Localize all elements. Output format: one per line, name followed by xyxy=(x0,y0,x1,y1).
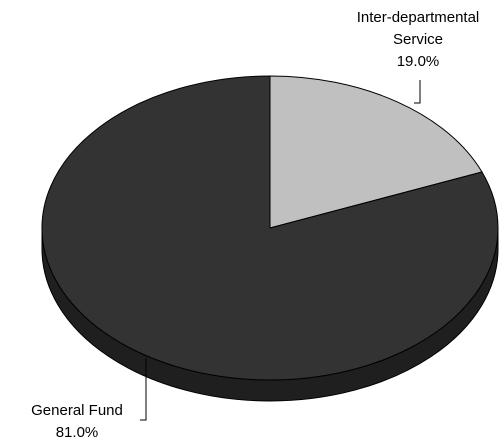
slice-labels-layer: Inter-departmental Service 19.0% General Fu… xyxy=(31,9,479,441)
leader-lines-layer xyxy=(140,80,421,421)
leader-line-0 xyxy=(414,80,421,104)
slice-label-0-line-1: Service xyxy=(393,31,443,48)
pie-slice-1 xyxy=(41,75,499,381)
pie-slices-layer xyxy=(41,75,499,381)
slice-value-label-1: 81.0% xyxy=(56,424,99,441)
pie-slice-0 xyxy=(269,75,483,229)
slice-label-0-line-0: Inter-departmental xyxy=(357,9,480,26)
slice-label-1-line-0: General Fund xyxy=(31,402,123,419)
leader-line-1 xyxy=(140,358,147,421)
slice-value-label-0: 19.0% xyxy=(397,53,440,70)
